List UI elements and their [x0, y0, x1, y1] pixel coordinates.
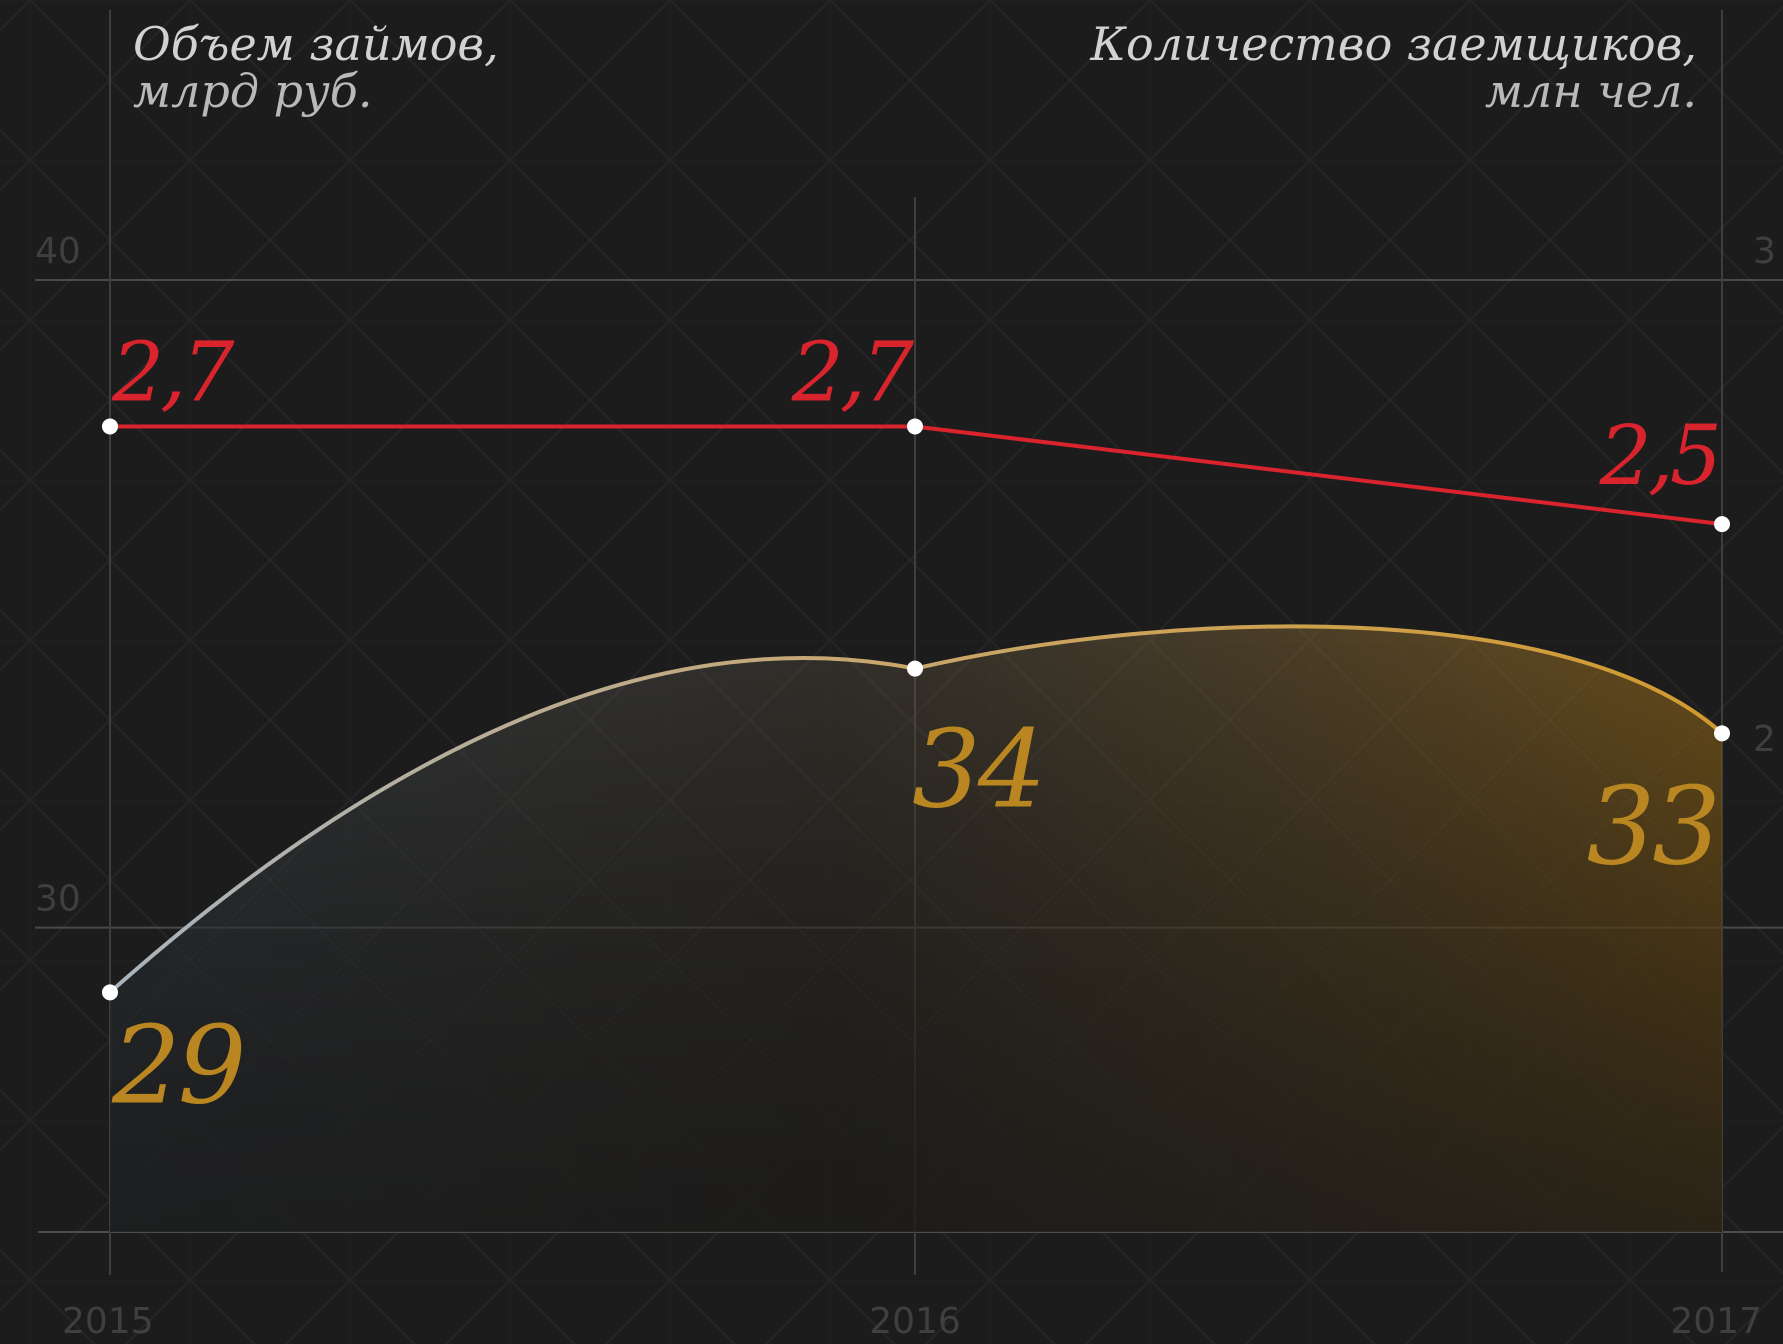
area-point-2015 — [102, 984, 118, 1001]
red-point-2016 — [907, 418, 923, 435]
data-points — [102, 418, 1730, 1001]
red-label-2017: 2,5 — [1599, 409, 1718, 504]
right-tick-3: 3 — [1753, 231, 1776, 272]
left-tick-40: 40 — [35, 231, 81, 272]
area-series — [108, 624, 1724, 1232]
data-labels: 2,7 2,7 2,5 29 34 33 — [111, 325, 1722, 1128]
area-label-2015: 29 — [111, 1003, 244, 1128]
left-axis-title: Объем займов, — [133, 17, 499, 71]
area-point-2017 — [1714, 725, 1730, 742]
red-label-2015: 2,7 — [111, 325, 235, 420]
x-tick-2016: 2016 — [869, 1301, 961, 1342]
right-axis-title: Количество заемщиков, — [1089, 17, 1697, 71]
area-label-2016: 34 — [912, 708, 1043, 833]
area-point-2016 — [907, 660, 923, 677]
right-axis-unit: млн чел. — [1485, 64, 1697, 118]
tick-labels: 40 30 3 2 2015 2016 2017 — [35, 231, 1776, 1342]
red-label-2016: 2,7 — [791, 325, 915, 420]
x-tick-2017: 2017 — [1670, 1301, 1762, 1342]
right-tick-2: 2 — [1753, 719, 1776, 760]
red-point-2017 — [1714, 516, 1730, 533]
left-axis-unit: млрд руб. — [133, 64, 372, 118]
red-point-2015 — [102, 418, 118, 435]
area-shade — [110, 626, 1722, 1232]
left-tick-30: 30 — [35, 879, 81, 920]
area-label-2017: 33 — [1587, 764, 1718, 889]
x-tick-2015: 2015 — [62, 1301, 154, 1342]
